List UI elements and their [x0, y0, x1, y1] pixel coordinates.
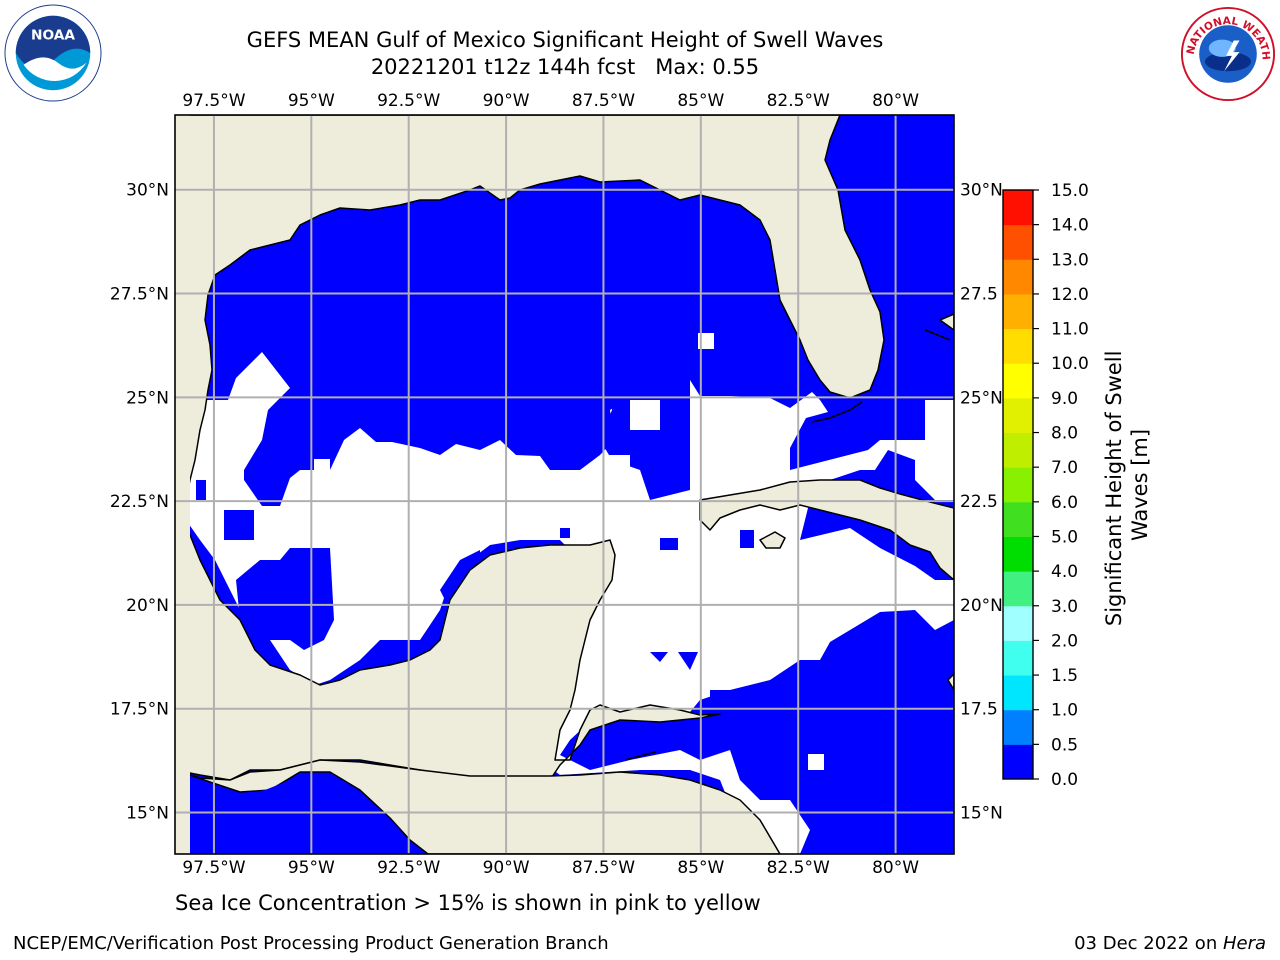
lon-label-top: 95°W: [288, 91, 335, 111]
low-swell-cells: [196, 366, 770, 712]
map-subtitle: 20221201 t12z 144h fcst Max: 0.55: [370, 55, 760, 79]
noaa-logo: NOAA: [4, 4, 102, 102]
colorbar-frame: [1002, 189, 1034, 780]
colorbar: 0.0 0.5 1.0 1.5 2.0 3.0 4.0 5.0 6.0 7.0 8.0 9.0 10.0…: [1002, 181, 1089, 790]
colorbar-tick-label: 4.0: [1051, 562, 1078, 582]
colorbar-segment: [1003, 224, 1033, 260]
colorbar-tick-label: 0.0: [1051, 770, 1078, 790]
map-frame: [174, 114, 955, 855]
lat-label-left: 15°N: [126, 803, 169, 823]
colorbar-segment: [1003, 501, 1033, 537]
footer-date: 03 Dec 2022 on Hera: [1074, 933, 1266, 954]
colorbar-label-line1: Significant Height of Swell: [1102, 351, 1126, 627]
lon-label-top: 85°W: [677, 91, 724, 111]
lat-label-left: 25°N: [126, 388, 169, 408]
colorbar-tick-label: 1.0: [1051, 701, 1078, 721]
footer-date-text: 03 Dec 2022 on: [1074, 933, 1223, 954]
colorbar-segment: [1003, 328, 1033, 364]
lat-label-right: 17.5: [960, 700, 998, 720]
colorbar-segment: [1003, 571, 1033, 607]
lat-label-left: 22.5°N: [110, 492, 169, 512]
colorbar-tick-label: 6.0: [1051, 493, 1078, 513]
lat-label-left: 30°N: [126, 181, 169, 201]
nws-logo: NATIONAL WEATHER SERVICE: [1180, 6, 1276, 102]
lon-label-bottom: 97.5°W: [182, 858, 245, 878]
colorbar-segment: [1003, 397, 1033, 434]
colorbar-tick-label: 2.0: [1051, 631, 1078, 651]
colorbar-tick-label: 0.5: [1051, 735, 1078, 755]
colorbar-tick-label: 1.5: [1051, 666, 1078, 686]
colorbar-tick-label: 11.0: [1051, 320, 1089, 340]
lon-label-bottom: 85°W: [677, 858, 724, 878]
map-title: GEFS MEAN Gulf of Mexico Significant Hei…: [246, 28, 884, 52]
footer-organization: NCEP/EMC/Verification Post Processing Pr…: [13, 933, 609, 954]
colorbar-tick-label: 12.0: [1051, 285, 1089, 305]
lat-label-left: 20°N: [126, 596, 169, 616]
lon-label-bottom: 92.5°W: [377, 858, 440, 878]
colorbar-segment: [1003, 709, 1033, 745]
colorbar-segment: [1003, 467, 1033, 503]
swell-height-map: 97.5°W 97.5°W 95°W 95°W 92.5°W 92.5°W 90°W 90°W…: [110, 91, 1152, 878]
colorbar-segment: [1003, 536, 1033, 572]
land: [175, 115, 954, 854]
lat-label-right: 20°N: [960, 596, 1003, 616]
lon-label-top: 80°W: [872, 91, 919, 111]
colorbar-tick-label: 7.0: [1051, 458, 1078, 478]
colorbar-segment: [1003, 432, 1033, 468]
colorbar-segment: [1003, 744, 1033, 780]
lat-label-right: 30°N: [960, 181, 1003, 201]
colorbar-tick-label: 13.0: [1051, 250, 1089, 270]
lat-label-left: 27.5°N: [110, 285, 169, 305]
lat-label-right: 22.5: [960, 492, 998, 512]
lon-label-bottom: 95°W: [288, 858, 335, 878]
colorbar-segment: [1003, 259, 1033, 295]
colorbar-segment: [1003, 363, 1033, 399]
colorbar-label-line2: Waves [m]: [1128, 429, 1152, 541]
footer-machine: Hera: [1222, 933, 1266, 954]
colorbar-tick-label: 3.0: [1051, 597, 1078, 617]
graticule: [175, 115, 954, 854]
colorbar-tick-label: 10.0: [1051, 354, 1089, 374]
colorbar-segment: [1003, 640, 1033, 676]
colorbar-label: Significant Height of Swell Waves [m]: [1102, 344, 1152, 626]
lon-label-top: 82.5°W: [767, 91, 830, 111]
lon-label-bottom: 80°W: [872, 858, 919, 878]
lat-label-left: 17.5°N: [110, 700, 169, 720]
lon-label-top: 92.5°W: [377, 91, 440, 111]
lat-label-right: 15°N: [960, 803, 1003, 823]
lon-label-bottom: 87.5°W: [572, 858, 635, 878]
lat-label-right: 25°N: [960, 388, 1003, 408]
colorbar-segment: [1003, 190, 1033, 226]
lon-label-bottom: 90°W: [483, 858, 530, 878]
lon-label-top: 90°W: [483, 91, 530, 111]
ice-note: Sea Ice Concentration > 15% is shown in …: [175, 891, 761, 915]
lon-label-bottom: 82.5°W: [767, 858, 830, 878]
colorbar-tick-label: 8.0: [1051, 424, 1078, 444]
colorbar-tick-label: 9.0: [1051, 389, 1078, 409]
cuba-land: [699, 479, 954, 581]
lon-label-top: 97.5°W: [182, 91, 245, 111]
noaa-logo-text: NOAA: [31, 27, 75, 43]
colorbar-tick-label: 5.0: [1051, 527, 1078, 547]
lon-label-top: 87.5°W: [572, 91, 635, 111]
colorbar-tick-label: 14.0: [1051, 216, 1089, 236]
colorbar-segment: [1003, 605, 1033, 641]
colorbar-tick-label: 15.0: [1051, 181, 1089, 201]
lat-label-right: 27.5: [960, 285, 998, 305]
colorbar-segment: [1003, 293, 1033, 330]
colorbar-segment: [1003, 675, 1033, 711]
